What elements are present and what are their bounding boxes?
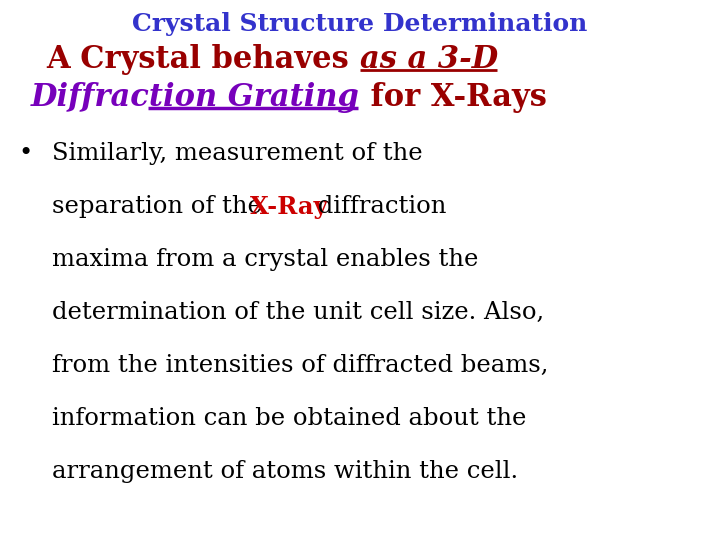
Text: for X-Rays: for X-Rays	[360, 82, 547, 113]
Text: Crystal Structure Determination: Crystal Structure Determination	[132, 12, 588, 36]
Text: separation of the: separation of the	[52, 195, 269, 218]
Text: X-Ray: X-Ray	[250, 195, 328, 219]
Text: determination of the unit cell size. Also,: determination of the unit cell size. Als…	[52, 301, 544, 324]
Text: A Crystal behaves: A Crystal behaves	[47, 44, 360, 75]
Text: arrangement of atoms within the cell.: arrangement of atoms within the cell.	[52, 460, 518, 483]
Text: maxima from a crystal enables the: maxima from a crystal enables the	[52, 248, 478, 271]
Text: •: •	[18, 142, 32, 165]
Text: as a 3-D: as a 3-D	[360, 44, 498, 75]
Text: from the intensities of diffracted beams,: from the intensities of diffracted beams…	[52, 354, 549, 377]
Text: diffraction: diffraction	[310, 195, 446, 218]
Text: Similarly, measurement of the: Similarly, measurement of the	[52, 142, 423, 165]
Text: Diffraction Grating: Diffraction Grating	[31, 82, 360, 113]
Text: information can be obtained about the: information can be obtained about the	[52, 407, 526, 430]
